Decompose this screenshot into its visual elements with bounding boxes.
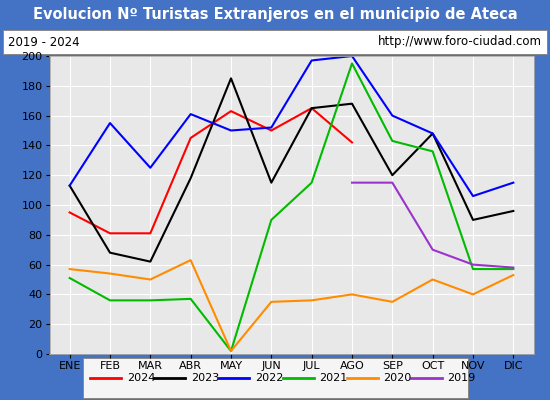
Text: 2020: 2020	[383, 373, 412, 383]
Text: 2022: 2022	[255, 373, 283, 383]
Text: 2021: 2021	[319, 373, 348, 383]
Text: 2023: 2023	[191, 373, 219, 383]
Text: http://www.foro-ciudad.com: http://www.foro-ciudad.com	[378, 36, 542, 48]
Text: 2019: 2019	[448, 373, 476, 383]
Text: 2019 - 2024: 2019 - 2024	[8, 36, 80, 48]
Text: Evolucion Nº Turistas Extranjeros en el municipio de Ateca: Evolucion Nº Turistas Extranjeros en el …	[32, 8, 518, 22]
Text: 2024: 2024	[126, 373, 155, 383]
